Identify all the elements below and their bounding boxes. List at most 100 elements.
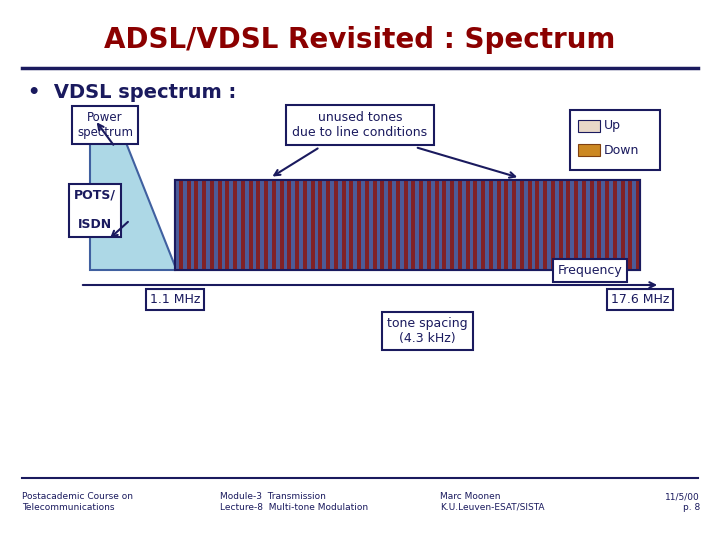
Bar — [629, 180, 632, 270]
Bar — [292, 180, 295, 270]
Bar — [248, 180, 253, 270]
Bar — [423, 180, 427, 270]
Bar — [512, 180, 516, 270]
Text: Power
spectrum: Power spectrum — [77, 111, 133, 139]
Bar — [559, 180, 562, 270]
Bar — [624, 180, 629, 270]
Bar — [446, 180, 450, 270]
Bar — [598, 180, 601, 270]
Bar — [191, 180, 194, 270]
Text: unused tones
due to line conditions: unused tones due to line conditions — [292, 111, 428, 139]
Text: Up: Up — [604, 119, 621, 132]
Bar — [175, 180, 640, 270]
Bar — [427, 180, 431, 270]
Bar — [450, 180, 454, 270]
Text: POTS/

ISDN: POTS/ ISDN — [74, 188, 116, 232]
Bar — [578, 120, 600, 132]
Bar — [582, 180, 586, 270]
Bar — [419, 180, 423, 270]
Bar — [268, 180, 272, 270]
Bar — [392, 180, 396, 270]
Text: 1.1 MHz: 1.1 MHz — [150, 293, 200, 306]
Bar — [334, 180, 338, 270]
Bar — [531, 180, 536, 270]
Bar — [473, 180, 477, 270]
Bar — [528, 180, 531, 270]
Bar — [233, 180, 237, 270]
Bar — [384, 180, 388, 270]
Bar — [175, 180, 179, 270]
Bar — [217, 180, 222, 270]
Text: ADSL/VDSL Revisited : Spectrum: ADSL/VDSL Revisited : Spectrum — [104, 26, 616, 54]
Bar — [245, 180, 248, 270]
Bar — [253, 180, 256, 270]
Text: 11/5/00
p. 8: 11/5/00 p. 8 — [665, 492, 700, 512]
Bar — [354, 180, 357, 270]
Bar — [341, 180, 346, 270]
Bar — [500, 180, 505, 270]
Bar — [380, 180, 384, 270]
Bar — [609, 180, 613, 270]
Bar — [481, 180, 485, 270]
Bar — [621, 180, 624, 270]
Bar — [605, 180, 609, 270]
Text: Down: Down — [604, 144, 639, 157]
Bar — [570, 180, 574, 270]
Bar — [279, 180, 284, 270]
Bar — [458, 180, 462, 270]
Bar — [260, 180, 264, 270]
Bar — [574, 180, 578, 270]
Bar — [547, 180, 551, 270]
Bar — [520, 180, 523, 270]
Bar — [469, 180, 473, 270]
Bar — [361, 180, 365, 270]
Bar — [485, 180, 489, 270]
Bar — [578, 180, 582, 270]
Bar — [264, 180, 268, 270]
Bar — [198, 180, 202, 270]
Bar — [318, 180, 323, 270]
Bar — [357, 180, 361, 270]
Bar — [237, 180, 241, 270]
Bar — [554, 180, 559, 270]
Bar — [497, 180, 500, 270]
Bar — [601, 180, 605, 270]
Bar — [338, 180, 341, 270]
Text: Postacademic Course on
Telecommunications: Postacademic Course on Telecommunication… — [22, 492, 133, 512]
Bar — [272, 180, 276, 270]
Text: Marc Moonen
K.U.Leuven-ESAT/SISTA: Marc Moonen K.U.Leuven-ESAT/SISTA — [440, 492, 544, 512]
Bar — [462, 180, 466, 270]
Bar — [586, 180, 590, 270]
Bar — [578, 144, 600, 156]
Polygon shape — [90, 115, 175, 270]
Bar — [508, 180, 512, 270]
Bar — [241, 180, 245, 270]
Bar — [442, 180, 446, 270]
Bar — [276, 180, 279, 270]
Bar — [636, 180, 640, 270]
Bar — [307, 180, 310, 270]
Bar — [346, 180, 349, 270]
Bar — [396, 180, 400, 270]
Bar — [431, 180, 435, 270]
Bar — [303, 180, 307, 270]
Bar — [377, 180, 380, 270]
Bar — [523, 180, 528, 270]
Text: 17.6 MHz: 17.6 MHz — [611, 293, 669, 306]
Bar — [349, 180, 354, 270]
Bar — [330, 180, 334, 270]
Bar — [477, 180, 481, 270]
Bar — [539, 180, 543, 270]
Bar — [404, 180, 408, 270]
Bar — [179, 180, 183, 270]
Bar — [543, 180, 547, 270]
Bar — [632, 180, 636, 270]
Bar — [326, 180, 330, 270]
Bar — [489, 180, 492, 270]
Text: Module-3  Transmission
Lecture-8  Multi-tone Modulation: Module-3 Transmission Lecture-8 Multi-to… — [220, 492, 368, 512]
Bar — [186, 180, 191, 270]
Bar — [225, 180, 229, 270]
Bar — [256, 180, 260, 270]
Bar — [593, 180, 598, 270]
Bar — [295, 180, 299, 270]
